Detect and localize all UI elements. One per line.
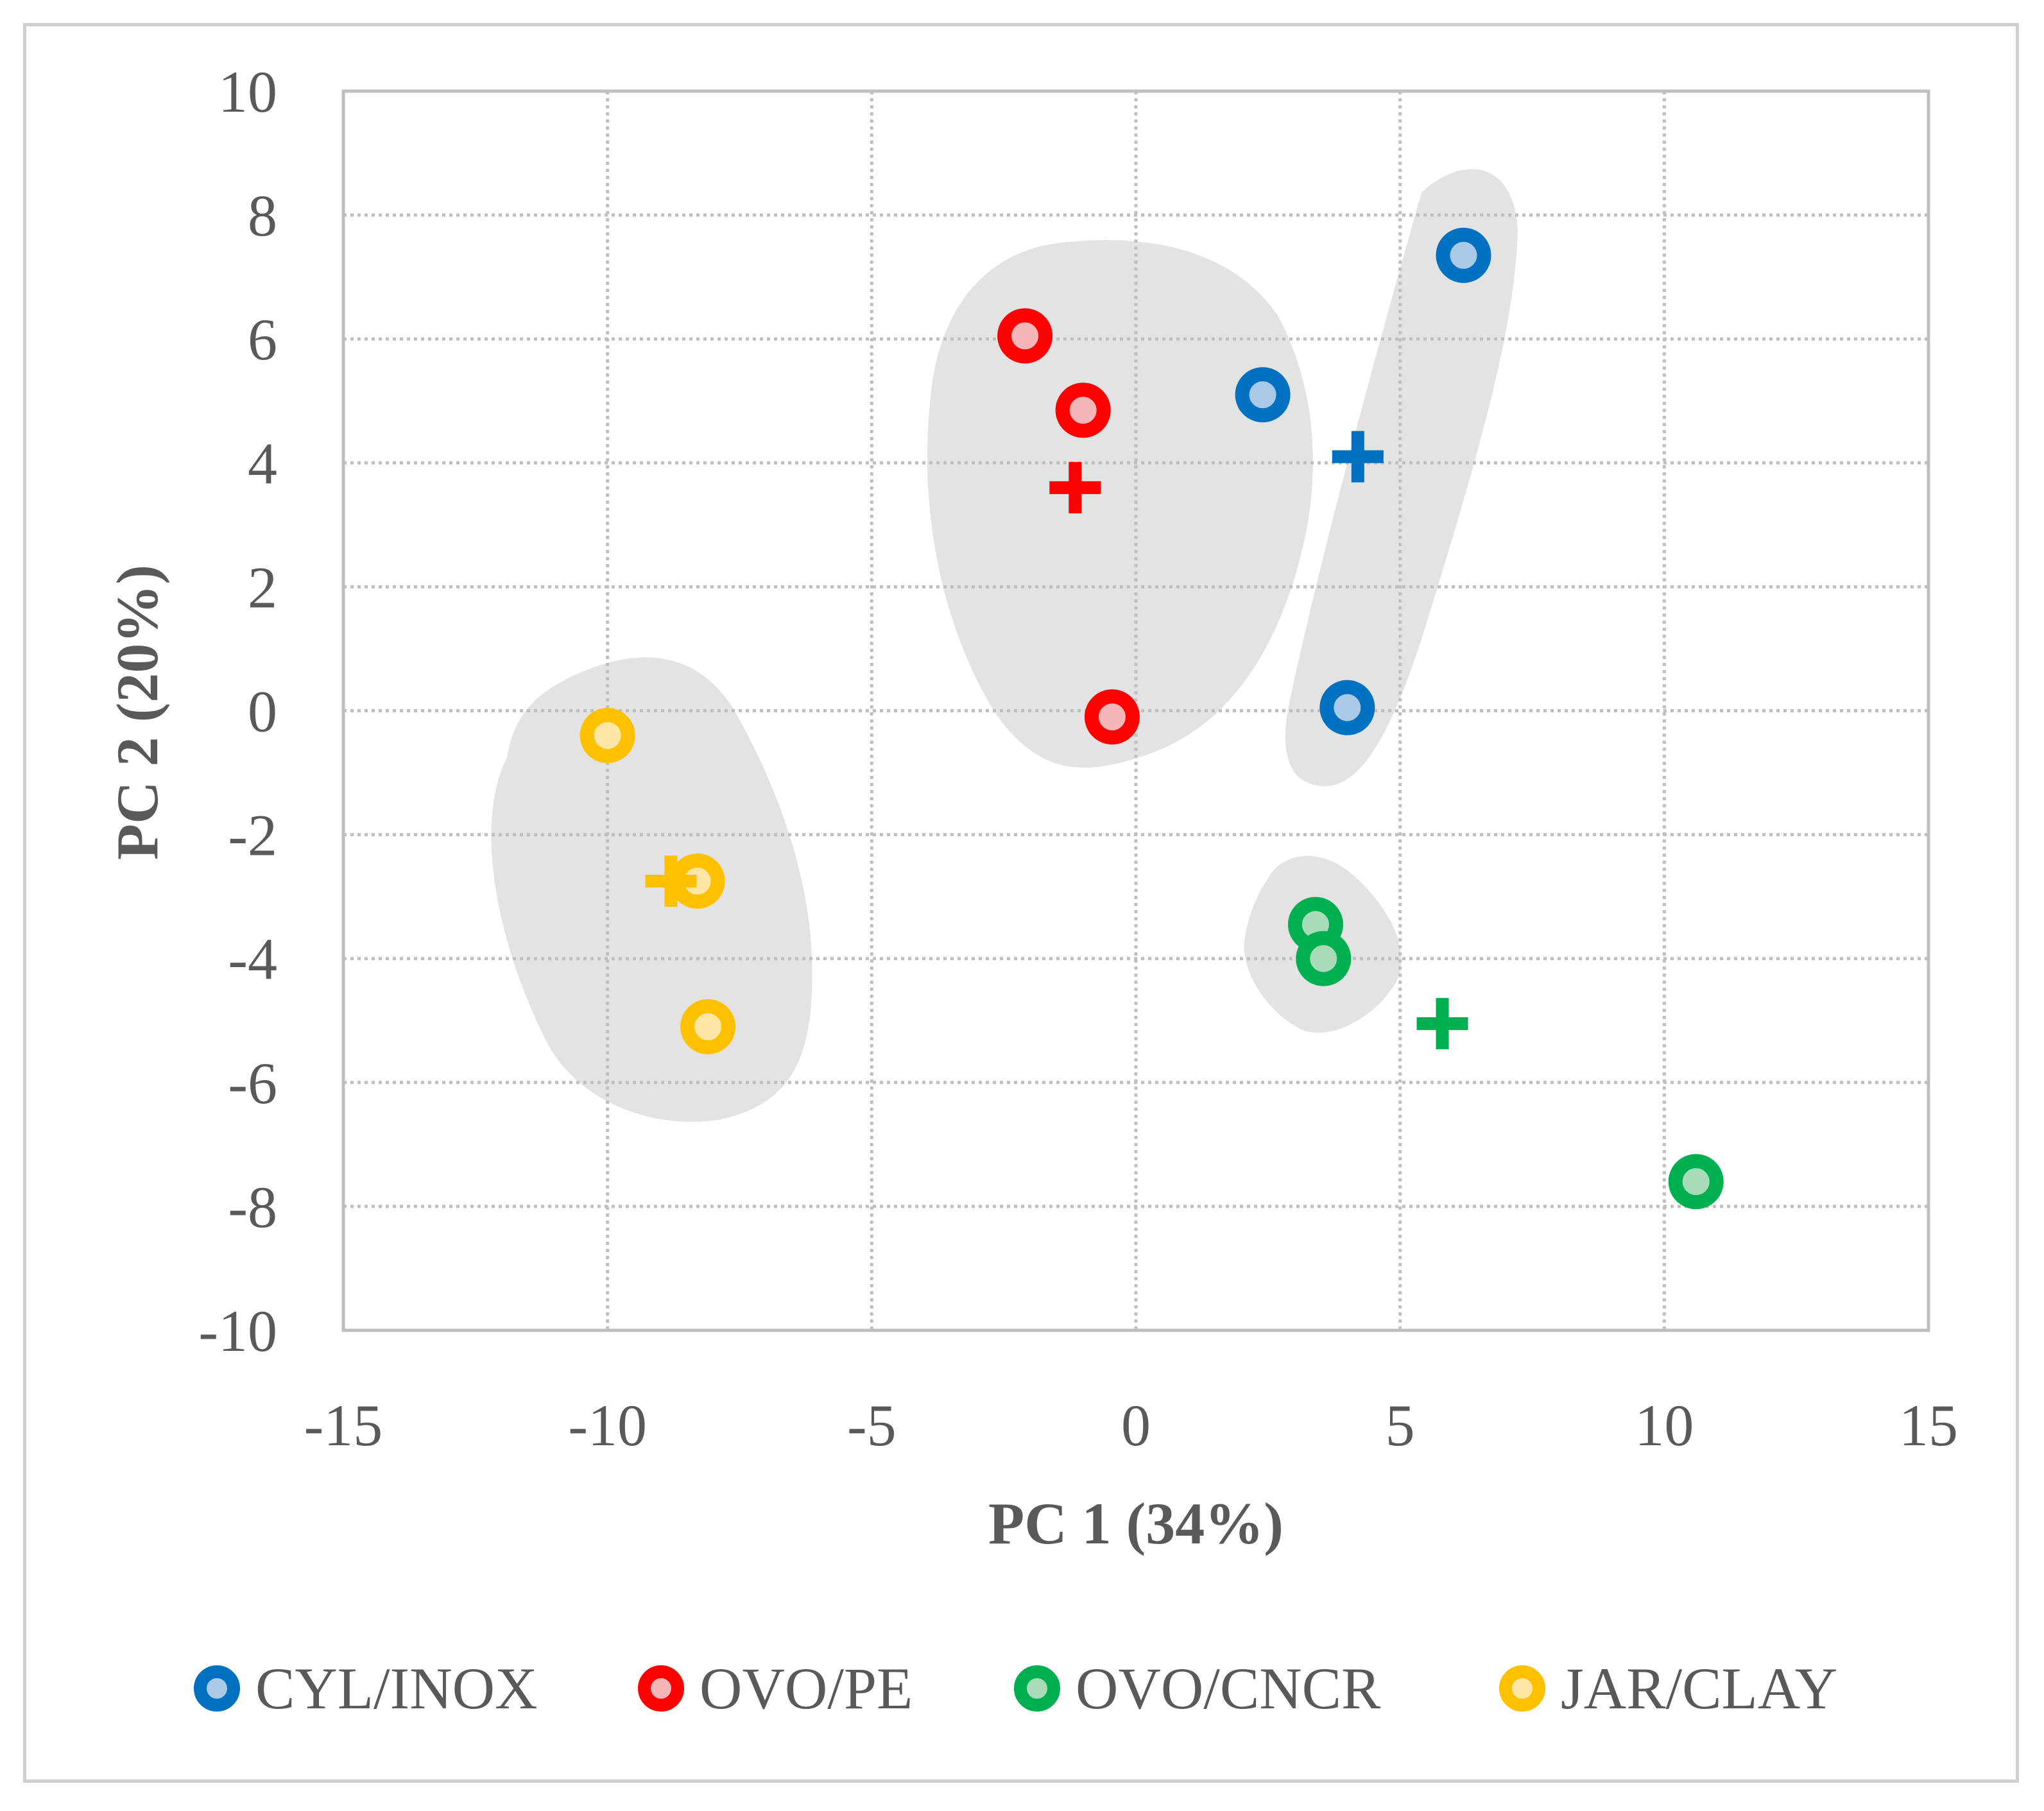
data-points	[580, 227, 1724, 1210]
centroid-marker-ovo-pe	[1049, 461, 1101, 513]
centroid-marker-jar-clay	[645, 855, 697, 907]
legend: CYL/INOX OVO/PE OVO/CNCR JAR/CLAY	[194, 1656, 1837, 1721]
y-tick-label: 4	[248, 431, 277, 496]
x-tick-label: -5	[847, 1393, 897, 1458]
cluster-region-cyl-inox	[1285, 169, 1518, 787]
x-tick-label: -10	[568, 1393, 647, 1458]
legend-marker-cyl-inox	[194, 1665, 240, 1712]
x-axis-title: PC 1 (34%)	[988, 1491, 1284, 1556]
x-tick-label: -15	[304, 1393, 383, 1458]
data-point-jar-clay	[580, 708, 635, 764]
data-point-ovo-cncr	[1668, 1154, 1724, 1210]
y-tick-label: 6	[248, 307, 277, 372]
data-point-cyl-inox	[1436, 227, 1491, 283]
legend-label-jar-clay: JAR/CLAY	[1561, 1656, 1837, 1721]
data-point-jar-clay	[680, 999, 736, 1054]
legend-marker-jar-clay	[1499, 1665, 1545, 1712]
data-point-ovo-pe	[1055, 382, 1111, 438]
data-point-ovo-cncr	[1296, 931, 1352, 986]
gridlines	[343, 91, 1928, 1330]
y-tick-label: -8	[228, 1174, 277, 1240]
x-tick-label: 10	[1635, 1393, 1694, 1458]
x-tick-label: 15	[1899, 1393, 1958, 1458]
legend-label-ovo-cncr: OVO/CNCR	[1076, 1656, 1381, 1721]
legend-item-cyl-inox: CYL/INOX	[194, 1656, 538, 1721]
axes	[341, 89, 1930, 1332]
centroid-marker-cyl-inox	[1332, 431, 1384, 483]
cluster-regions	[491, 169, 1518, 1122]
y-axis-title: PC 2 (20%)	[105, 565, 170, 860]
data-point-cyl-inox	[1319, 680, 1375, 735]
y-tick-label: -10	[198, 1298, 277, 1364]
legend-item-jar-clay: JAR/CLAY	[1499, 1656, 1837, 1721]
legend-label-ovo-pe: OVO/PE	[700, 1656, 913, 1721]
legend-marker-ovo-cncr	[1014, 1665, 1060, 1712]
legend-item-ovo-cncr: OVO/CNCR	[1014, 1656, 1381, 1721]
data-point-ovo-pe	[1084, 689, 1140, 745]
x-tick-label: 0	[1121, 1393, 1151, 1458]
y-tick-label: 10	[218, 59, 277, 124]
tick-labels: -15 -10 -5 0 5 10 15 -10 -8 -6 -4 -2 0 2 4 6 8 10	[198, 59, 1958, 1458]
y-tick-label: -4	[228, 927, 277, 992]
centroid-marker-ovo-cncr	[1416, 998, 1468, 1050]
x-tick-label: 5	[1386, 1393, 1415, 1458]
plot-area-border	[341, 89, 1930, 1332]
data-point-ovo-pe	[997, 308, 1053, 364]
y-tick-label: 0	[248, 679, 277, 744]
data-point-cyl-inox	[1235, 367, 1291, 423]
legend-marker-ovo-pe	[638, 1665, 684, 1712]
legend-item-ovo-pe: OVO/PE	[638, 1656, 913, 1721]
cluster-region-ovo-pe	[927, 240, 1313, 768]
y-tick-label: 8	[248, 183, 277, 248]
y-tick-label: -6	[228, 1051, 277, 1116]
y-tick-label: 2	[248, 554, 277, 620]
legend-label-cyl-inox: CYL/INOX	[255, 1656, 538, 1721]
y-tick-label: -2	[228, 803, 277, 868]
cluster-region-jar-clay	[491, 657, 812, 1122]
